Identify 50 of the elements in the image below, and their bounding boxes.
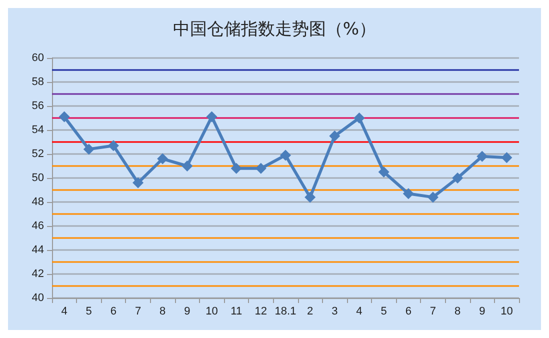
y-tick-label: 60 xyxy=(32,52,44,64)
point xyxy=(402,188,414,200)
y-tick-label: 50 xyxy=(32,172,44,184)
y-tick-label: 48 xyxy=(32,196,44,208)
point xyxy=(157,153,168,164)
y-tick-label: 52 xyxy=(32,148,44,160)
x-tick-label: 7 xyxy=(134,306,142,318)
x-tick-label: 3 xyxy=(332,306,338,318)
x-tick-label: 12 xyxy=(254,306,268,318)
y-tick-label: 56 xyxy=(32,100,44,112)
x-tick-label: 5 xyxy=(86,306,92,318)
x-tick-label: 7 xyxy=(430,306,436,318)
x-tick-label: 6 xyxy=(405,306,412,318)
x-tick-label: 6 xyxy=(110,306,117,318)
point xyxy=(329,130,340,142)
x-tick-label: 10 xyxy=(206,306,218,318)
point xyxy=(452,172,464,184)
point xyxy=(58,111,70,122)
chart-title: 中国仓储指数走势图（%） xyxy=(172,20,376,40)
y-tick-label: 40 xyxy=(32,292,44,304)
x-tick-label: 4 xyxy=(356,306,362,318)
point xyxy=(378,166,390,178)
x-tick-label: 9 xyxy=(184,306,190,318)
point xyxy=(476,150,488,162)
x-tick-label: 8 xyxy=(160,306,166,318)
point xyxy=(206,111,218,122)
point xyxy=(230,162,242,174)
x-tick-label: 10 xyxy=(500,306,513,318)
y-tick-label: 46 xyxy=(32,220,44,232)
point xyxy=(280,150,291,161)
point xyxy=(83,144,94,155)
x-tick-label: 9 xyxy=(479,306,486,318)
point xyxy=(427,192,438,203)
y-tick-label: 54 xyxy=(32,124,44,136)
y-tick-label: 58 xyxy=(32,76,44,88)
x-tick-label: 11 xyxy=(230,306,242,318)
point xyxy=(182,160,193,172)
point xyxy=(108,140,119,152)
point xyxy=(354,112,365,124)
x-tick-label: 8 xyxy=(454,306,461,318)
x-tick-label: 18.1 xyxy=(274,306,296,318)
x-tick-label: 2 xyxy=(307,306,314,318)
x-tick-label: 4 xyxy=(61,306,68,318)
point xyxy=(132,177,144,188)
point xyxy=(501,152,512,164)
y-tick-label: 44 xyxy=(32,244,44,256)
point xyxy=(304,192,316,203)
x-tick-label: 5 xyxy=(380,306,387,318)
y-tick-label: 42 xyxy=(32,268,44,280)
point xyxy=(255,162,266,174)
